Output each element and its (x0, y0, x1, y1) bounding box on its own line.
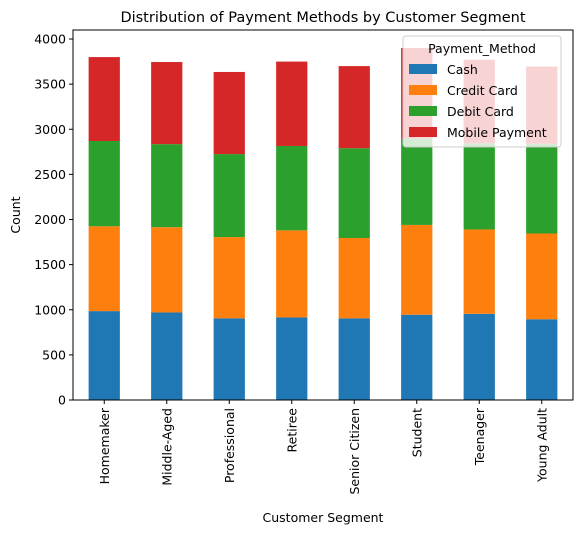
bar-cash-homemaker (88, 311, 120, 400)
legend: Payment_Method Cash Credit Card Debit Card… (402, 35, 562, 148)
bar-credit-card-young-adult (526, 233, 558, 320)
y-tick-label: 3000 (34, 122, 66, 137)
bar-debit-card-teenager (463, 143, 495, 230)
legend-swatch-mobile-payment (409, 127, 437, 137)
x-tick-label: Middle-Aged (159, 408, 174, 486)
x-tick-label: Homemaker (97, 407, 112, 484)
bar-debit-card-young-adult (526, 143, 558, 234)
bar-credit-card-student (401, 224, 433, 315)
bar-debit-card-professional (213, 154, 245, 238)
bar-credit-card-retiree (276, 230, 308, 318)
legend-label-cash: Cash (447, 62, 478, 77)
legend-swatch-debit-card (409, 106, 437, 116)
plot-frame (72, 29, 574, 401)
bar-credit-card-senior-citizen (338, 238, 370, 319)
bar-credit-card-middle-aged (151, 227, 183, 313)
bar-debit-card-retiree (276, 145, 308, 231)
y-tick-label: 2500 (34, 167, 66, 182)
legend-label-debit-card: Debit Card (447, 104, 514, 119)
y-axis-label: Count (8, 196, 23, 233)
y-tick-label: 1000 (34, 302, 66, 317)
legend-label-credit-card: Credit Card (447, 83, 518, 98)
bar-credit-card-homemaker (88, 226, 120, 312)
bar-cash-middle-aged (151, 312, 183, 400)
legend-swatch-cash (409, 64, 437, 74)
legend-swatch-credit-card (409, 85, 437, 95)
bar-credit-card-teenager (463, 229, 495, 314)
x-tick-label: Professional (222, 408, 237, 483)
bar-debit-card-middle-aged (151, 144, 183, 228)
y-tick-label: 4000 (34, 32, 66, 47)
x-axis-label: Customer Segment (263, 510, 384, 525)
bar-cash-professional (213, 318, 245, 400)
x-tick-label: Retiree (284, 408, 299, 453)
bar-cash-teenager (463, 313, 495, 400)
x-tick-label: Senior Citizen (347, 408, 362, 495)
bar-cash-retiree (276, 317, 308, 400)
bar-mobile-payment-professional (213, 71, 245, 155)
bar-mobile-payment-senior-citizen (338, 66, 370, 149)
y-tick-label: 3500 (34, 77, 66, 92)
bar-mobile-payment-retiree (276, 61, 308, 146)
bar-mobile-payment-homemaker (88, 57, 120, 142)
legend-title: Payment_Method (428, 41, 536, 56)
bar-cash-senior-citizen (338, 318, 370, 400)
x-tick-label: Young Adult (534, 408, 549, 483)
bar-debit-card-senior-citizen (338, 148, 370, 239)
x-tick-label: Teenager (472, 407, 487, 466)
chart-title: Distribution of Payment Methods by Custo… (120, 10, 525, 26)
bar-cash-young-adult (526, 319, 558, 400)
x-tick-label: Student (409, 408, 424, 457)
x-axis: Homemaker Middle-Aged Professional Retiree S… (97, 400, 549, 495)
bar-debit-card-homemaker (88, 141, 120, 227)
legend-label-mobile-payment: Mobile Payment (447, 125, 547, 140)
y-tick-label: 2000 (34, 212, 66, 227)
y-tick-label: 500 (42, 347, 66, 362)
bar-mobile-payment-middle-aged (151, 62, 183, 145)
y-axis: 0 500 1000 1500 2000 2500 3000 3500 4000 (34, 32, 73, 408)
y-tick-label: 1500 (34, 257, 66, 272)
legend-box (402, 35, 562, 148)
bar-debit-card-student (401, 138, 433, 225)
bar-credit-card-professional (213, 237, 245, 319)
bar-cash-student (401, 314, 433, 400)
y-tick-label: 0 (58, 393, 66, 408)
